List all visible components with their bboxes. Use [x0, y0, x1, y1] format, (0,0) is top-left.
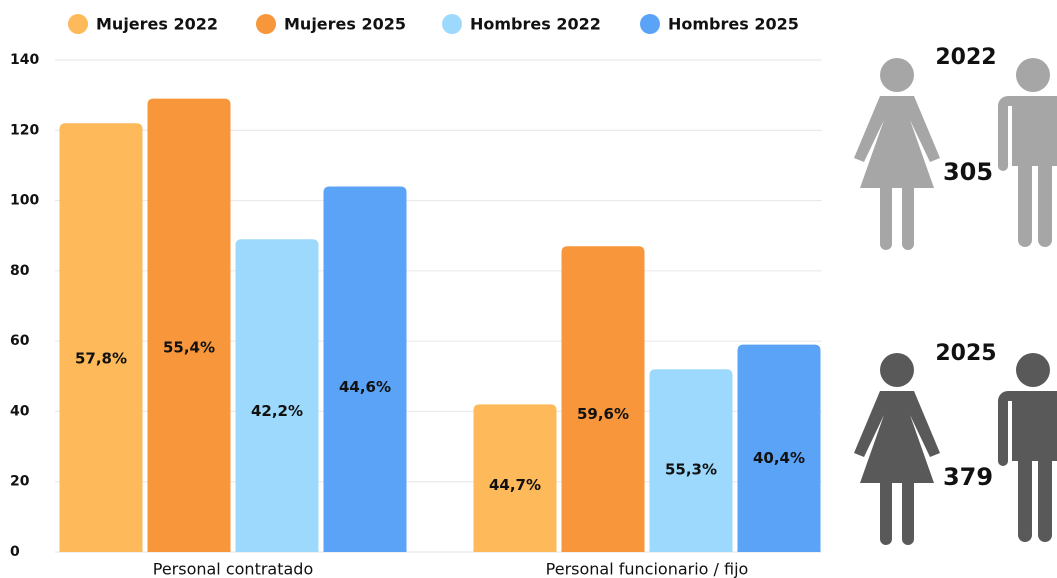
value-label: 55,4%	[163, 338, 215, 356]
year-label: 2022	[935, 45, 996, 70]
icons-2022	[854, 58, 1057, 250]
value-label: 55,3%	[665, 460, 717, 478]
icons-2025	[854, 353, 1057, 545]
value-label: 42,2%	[251, 402, 303, 420]
y-tick-label: 20	[10, 474, 30, 490]
legend-label: Mujeres 2022	[96, 15, 218, 34]
bar	[147, 98, 231, 553]
y-tick-label: 100	[10, 193, 39, 209]
total-label: 305	[943, 158, 993, 186]
y-tick-label: 80	[10, 263, 30, 279]
bar	[649, 369, 733, 552]
bar	[323, 186, 407, 552]
legend-swatch	[256, 14, 276, 34]
y-tick-label: 120	[10, 122, 39, 138]
bar	[59, 123, 143, 552]
legend-label: Mujeres 2025	[284, 15, 406, 34]
value-label: 44,7%	[489, 476, 541, 494]
bar	[473, 404, 557, 552]
bar	[235, 239, 319, 552]
y-tick-label: 60	[10, 333, 30, 349]
value-label: 40,4%	[753, 449, 805, 467]
y-tick-label: 0	[10, 544, 20, 560]
x-tick-label: Personal funcionario / fijo	[546, 560, 749, 578]
legend-swatch	[442, 14, 462, 34]
value-label: 57,8%	[75, 350, 127, 368]
y-tick-label: 140	[10, 52, 39, 68]
value-label: 44,6%	[339, 378, 391, 396]
legend-label: Hombres 2022	[470, 15, 601, 34]
legend-label: Hombres 2025	[668, 15, 799, 34]
legend-swatch	[640, 14, 660, 34]
bar	[737, 344, 821, 552]
x-tick-label: Personal contratado	[153, 560, 314, 578]
year-label: 2025	[935, 341, 996, 366]
bar	[561, 246, 645, 552]
y-tick-label: 40	[10, 403, 30, 419]
total-label: 379	[943, 463, 993, 491]
legend-swatch	[68, 14, 88, 34]
value-label: 59,6%	[577, 405, 629, 423]
